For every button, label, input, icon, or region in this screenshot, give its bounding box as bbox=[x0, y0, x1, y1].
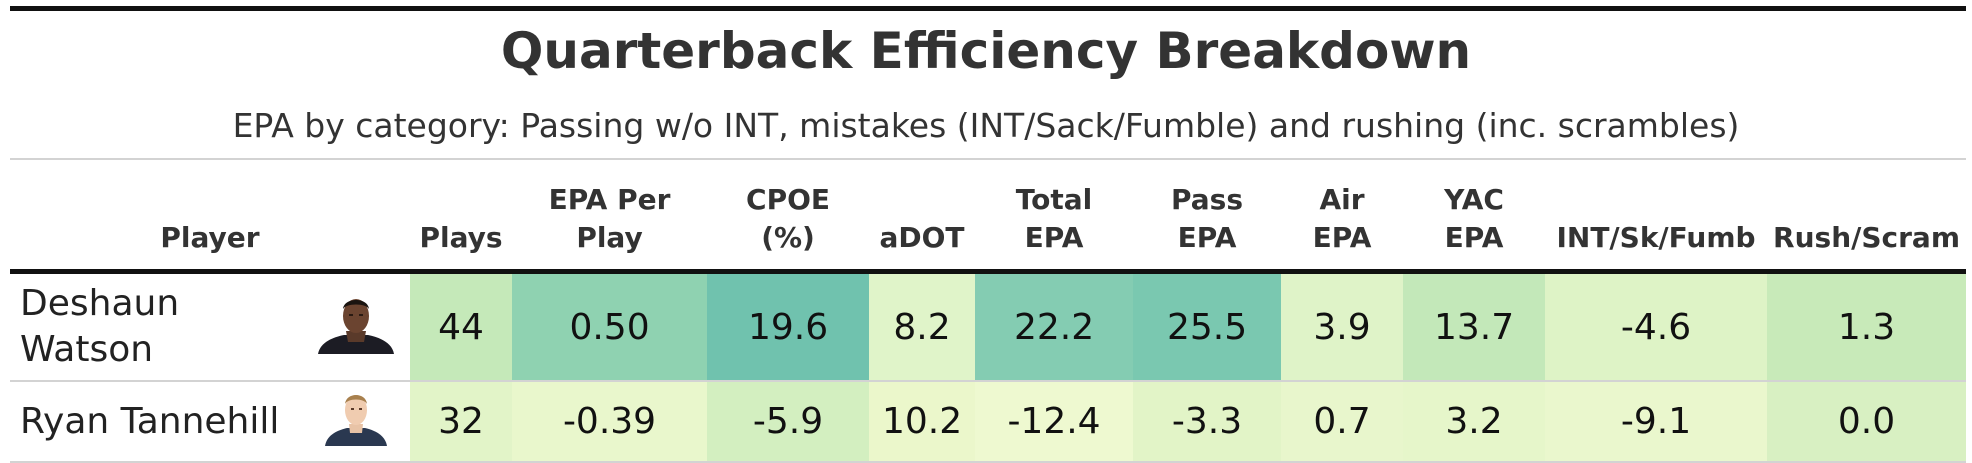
col-header-cpoe-line1: CPOE bbox=[746, 183, 831, 216]
cell-yac-epa: 3.2 bbox=[1403, 381, 1546, 463]
col-header-epa-per-play-line2: Play bbox=[576, 221, 643, 254]
cell-plays: 32 bbox=[410, 381, 513, 463]
col-header-int-sk-fumb: INT/Sk/Fumb bbox=[1545, 171, 1768, 274]
cell-int-sk-fumb: -9.1 bbox=[1545, 381, 1768, 463]
table-title: Quarterback Efficiency Breakdown bbox=[500, 22, 1472, 80]
cell-adot: 10.2 bbox=[869, 381, 976, 463]
cell-pass-epa: 25.5 bbox=[1133, 271, 1282, 382]
table-subtitle: EPA by category: Passing w/o INT, mistak… bbox=[232, 106, 1740, 145]
player-name-line1: Ryan Tannehill bbox=[20, 400, 280, 442]
cell-air-epa: 0.7 bbox=[1281, 381, 1404, 463]
player-headshot-icon bbox=[325, 395, 387, 446]
cell-rush-scram: 1.3 bbox=[1767, 271, 1967, 382]
col-header-total-epa: Total EPA bbox=[975, 171, 1134, 274]
col-header-yac-epa: YAC EPA bbox=[1403, 171, 1546, 274]
col-header-air-epa-line2: EPA bbox=[1312, 221, 1372, 254]
player-name-line2: Watson bbox=[20, 329, 154, 370]
player-name-line1: Deshaun bbox=[20, 283, 180, 324]
cell-adot: 8.2 bbox=[869, 271, 976, 382]
col-header-rush-scram: Rush/Scram bbox=[1767, 171, 1967, 274]
cell-rush-scram: 0.0 bbox=[1767, 381, 1967, 463]
col-header-air-epa: Air EPA bbox=[1281, 171, 1404, 274]
col-header-cpoe-line2: (%) bbox=[761, 221, 815, 254]
cell-air-epa: 3.9 bbox=[1281, 271, 1404, 382]
qb-efficiency-table: Player Plays EPA Per Play CPOE (%) aDOT To… bbox=[10, 171, 1967, 463]
player-name-cell: Deshaun Watson bbox=[10, 271, 302, 382]
headshot-cell bbox=[302, 271, 411, 382]
col-header-player: Player bbox=[10, 171, 411, 274]
col-header-epa-per-play-line1: EPA Per bbox=[548, 183, 671, 216]
col-header-plays: Plays bbox=[410, 171, 513, 274]
col-header-pass-epa-line2: EPA bbox=[1177, 221, 1237, 254]
cell-cpoe: 19.6 bbox=[707, 271, 870, 382]
cell-int-sk-fumb: -4.6 bbox=[1545, 271, 1768, 382]
cell-epa-per-play: 0.50 bbox=[512, 271, 708, 382]
subtitle-divider bbox=[10, 158, 1966, 160]
cell-pass-epa: -3.3 bbox=[1133, 381, 1282, 463]
col-header-epa-per-play: EPA Per Play bbox=[512, 171, 708, 274]
table-row: Ryan Tannehill 32 -0.39 -5.9 10.2 -12.4 … bbox=[10, 381, 1967, 463]
cell-total-epa: 22.2 bbox=[975, 271, 1134, 382]
table-row: Deshaun Watson 44 0.50 19.6 8.2 22.2 25.5… bbox=[10, 271, 1967, 382]
col-header-total-epa-line2: EPA bbox=[1024, 221, 1084, 254]
col-header-pass-epa-line1: Pass bbox=[1171, 183, 1244, 216]
player-headshot-icon bbox=[318, 298, 394, 354]
col-header-yac-epa-line1: YAC bbox=[1444, 183, 1504, 216]
col-header-air-epa-line1: Air bbox=[1319, 183, 1365, 216]
header-row: Player Plays EPA Per Play CPOE (%) aDOT To… bbox=[10, 171, 1967, 274]
col-header-total-epa-line1: Total bbox=[1015, 183, 1093, 216]
col-header-pass-epa: Pass EPA bbox=[1133, 171, 1282, 274]
col-header-yac-epa-line2: EPA bbox=[1444, 221, 1504, 254]
col-header-adot: aDOT bbox=[869, 171, 976, 274]
cell-yac-epa: 13.7 bbox=[1403, 271, 1546, 382]
col-header-cpoe: CPOE (%) bbox=[707, 171, 870, 274]
headshot-cell bbox=[302, 381, 411, 463]
cell-epa-per-play: -0.39 bbox=[512, 381, 708, 463]
cell-cpoe: -5.9 bbox=[707, 381, 870, 463]
player-name-cell: Ryan Tannehill bbox=[10, 381, 302, 463]
cell-plays: 44 bbox=[410, 271, 513, 382]
cell-total-epa: -12.4 bbox=[975, 381, 1134, 463]
top-rule bbox=[10, 6, 1966, 11]
